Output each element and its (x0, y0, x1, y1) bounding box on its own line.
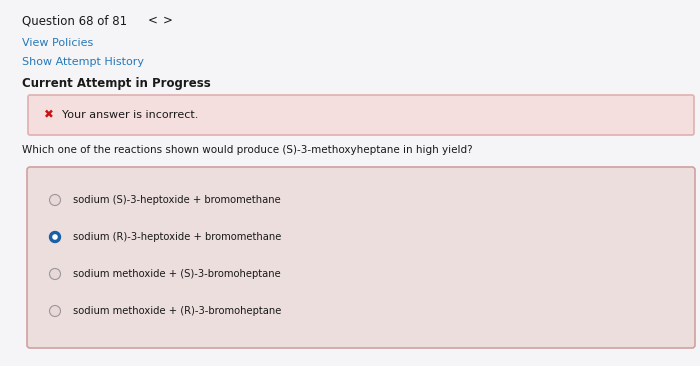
Text: View Policies: View Policies (22, 38, 93, 48)
Text: Question 68 of 81: Question 68 of 81 (22, 14, 127, 27)
FancyBboxPatch shape (27, 167, 695, 348)
FancyBboxPatch shape (28, 95, 694, 135)
Text: ✖: ✖ (44, 108, 54, 122)
Text: sodium (S)-3-heptoxide + bromomethane: sodium (S)-3-heptoxide + bromomethane (73, 195, 281, 205)
Text: sodium methoxide + (S)-3-bromoheptane: sodium methoxide + (S)-3-bromoheptane (73, 269, 281, 279)
Circle shape (50, 194, 60, 205)
Text: Current Attempt in Progress: Current Attempt in Progress (22, 77, 211, 90)
Circle shape (50, 269, 60, 280)
Text: Show Attempt History: Show Attempt History (22, 57, 144, 67)
Circle shape (53, 235, 57, 239)
Text: sodium (R)-3-heptoxide + bromomethane: sodium (R)-3-heptoxide + bromomethane (73, 232, 281, 242)
Text: sodium methoxide + (R)-3-bromoheptane: sodium methoxide + (R)-3-bromoheptane (73, 306, 281, 316)
Text: Which one of the reactions shown would produce (S)-3-methoxyheptane in high yiel: Which one of the reactions shown would p… (22, 145, 472, 155)
Text: Your answer is incorrect.: Your answer is incorrect. (62, 110, 198, 120)
Circle shape (50, 232, 60, 243)
Text: >: > (163, 14, 173, 27)
Circle shape (50, 306, 60, 317)
Text: <: < (148, 14, 158, 27)
